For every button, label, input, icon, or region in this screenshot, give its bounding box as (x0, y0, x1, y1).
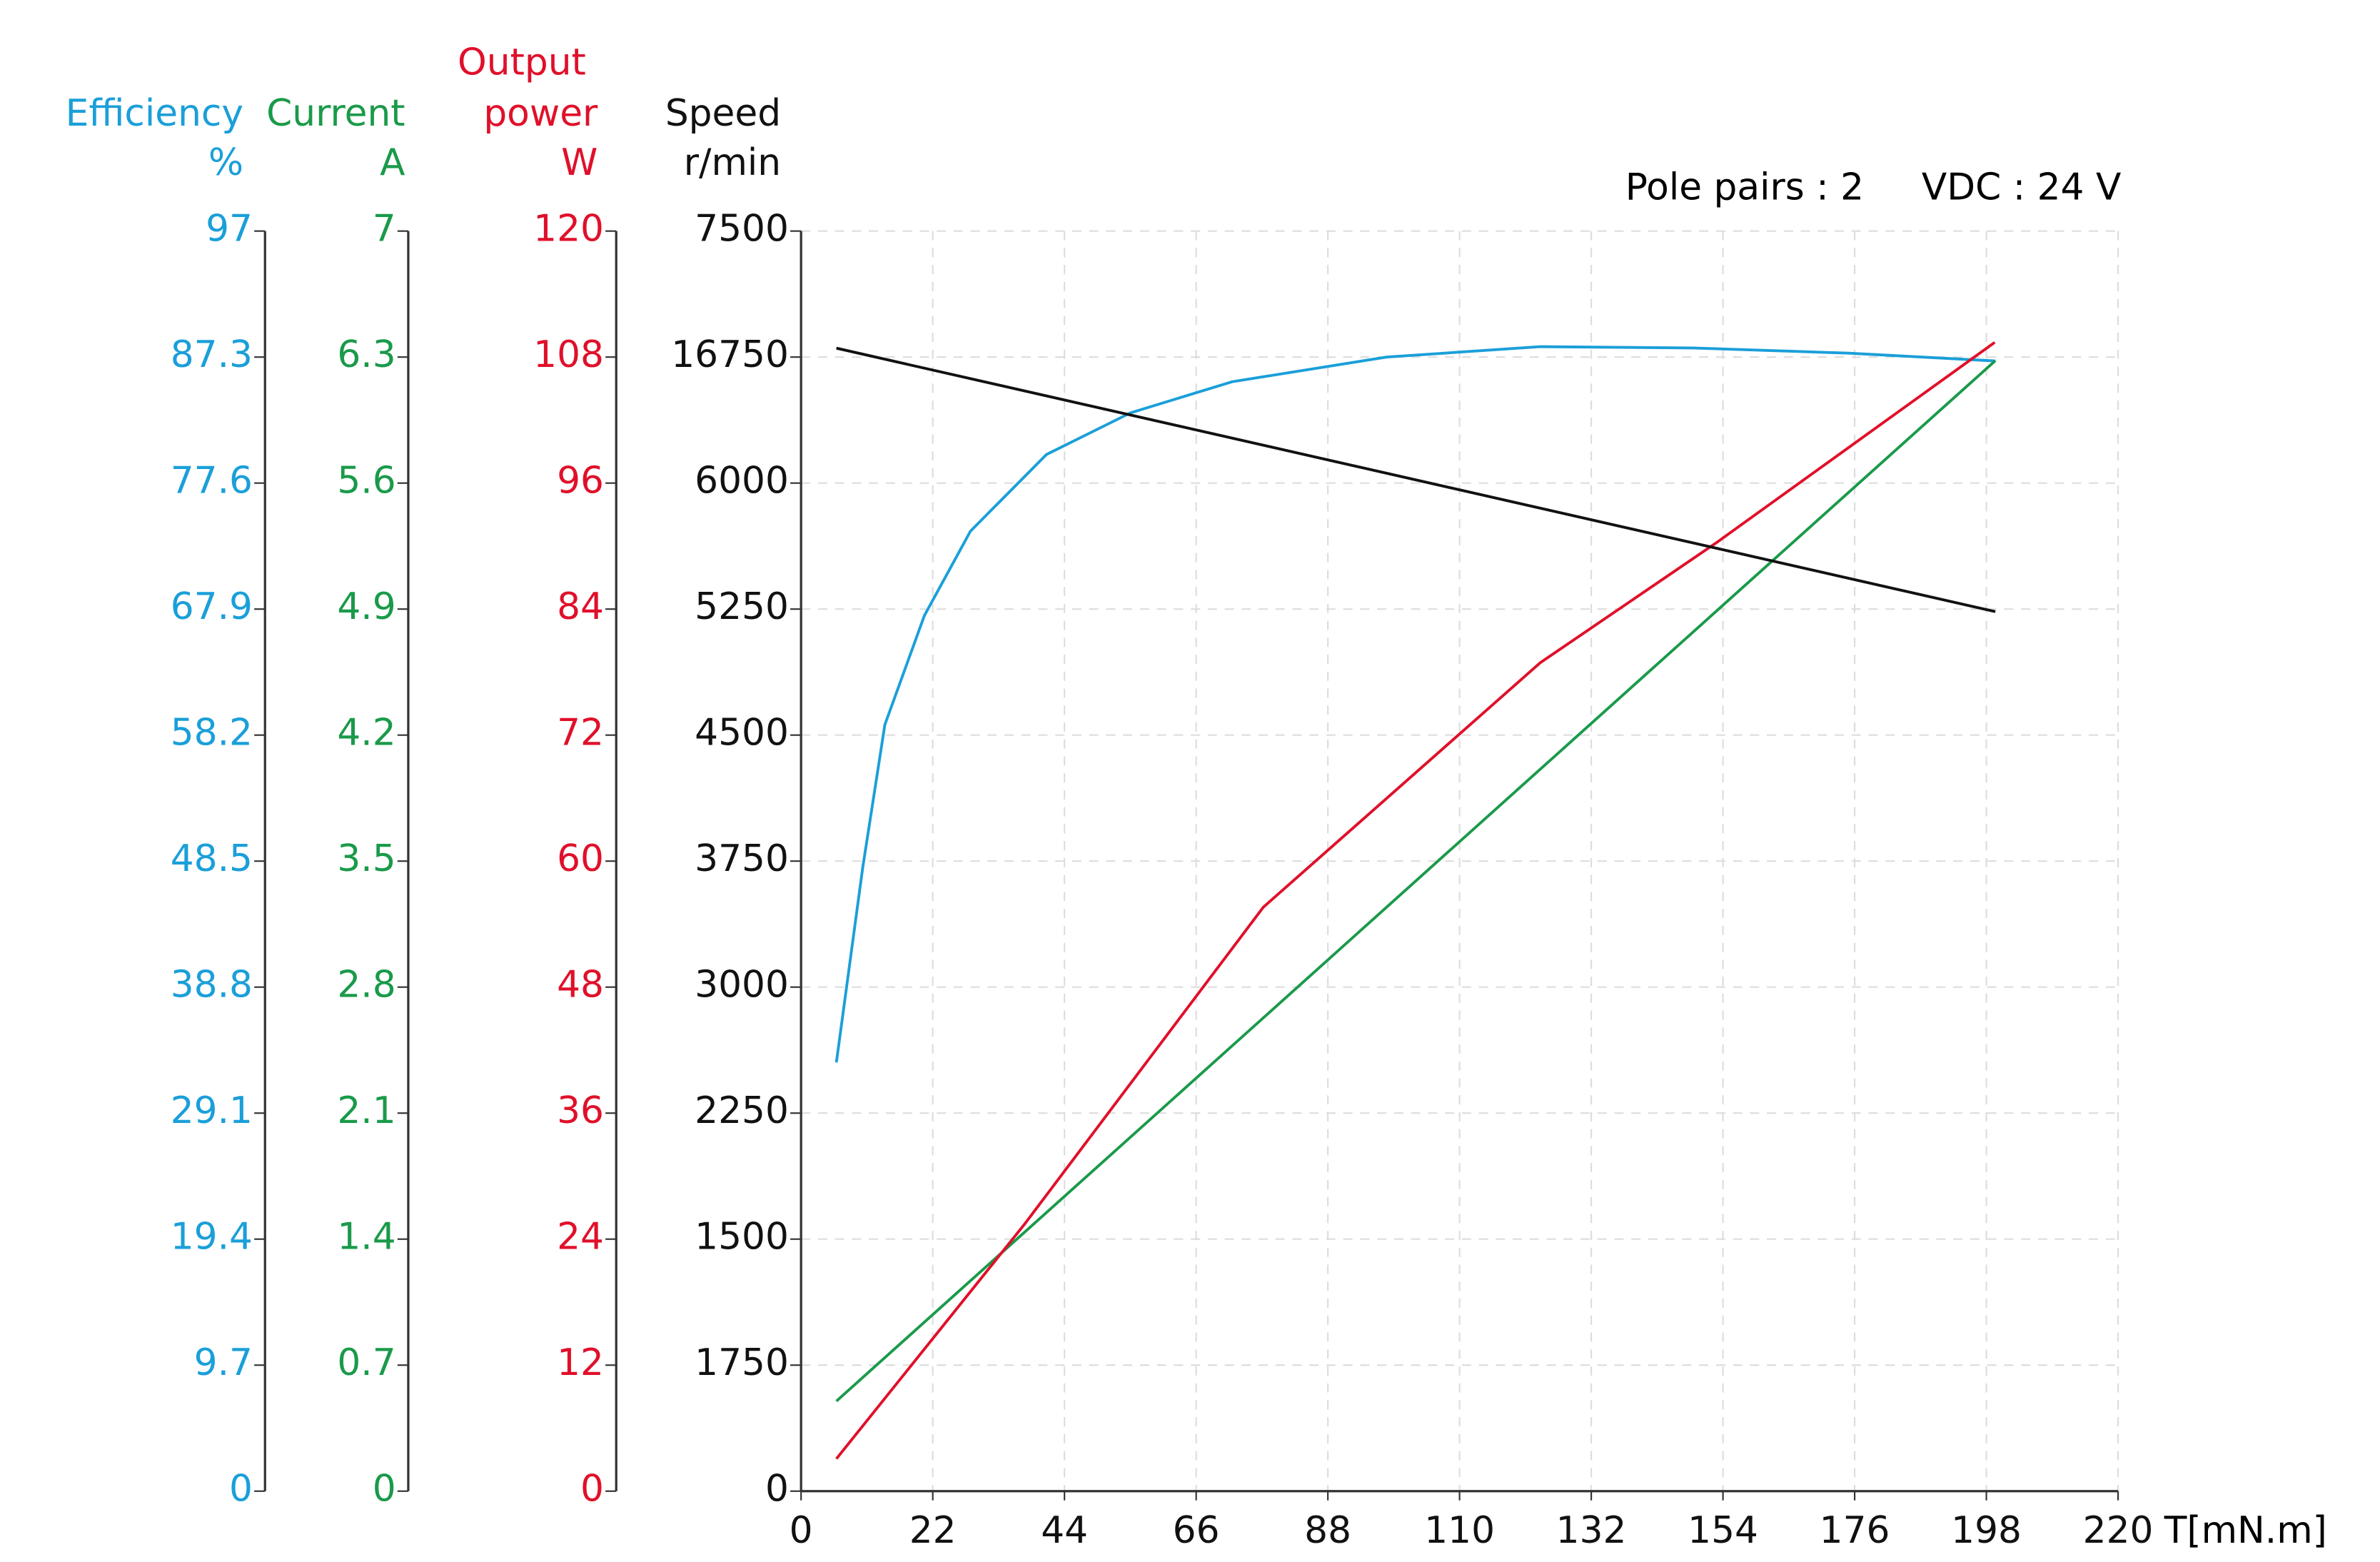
x-tick-label: 22 (909, 1509, 957, 1552)
x-tick-label: 88 (1304, 1509, 1351, 1552)
y-tick-label: 96 (557, 460, 604, 503)
y-tick-label: 2.8 (337, 964, 395, 1007)
y-tick-label: 7 (373, 208, 396, 251)
y-tick-label: 60 (557, 837, 604, 880)
y-tick-label: 67.9 (171, 585, 253, 628)
x-tick-label: 44 (1041, 1509, 1088, 1552)
y-tick-label: 16750 (671, 333, 789, 376)
y-tick-label: 36 (557, 1089, 604, 1132)
y-tick-label: 9.7 (194, 1341, 253, 1384)
y-tick-label: 29.1 (171, 1089, 253, 1132)
y-tick-label: 2250 (695, 1089, 789, 1132)
y-tick-label: 0 (229, 1468, 253, 1511)
y-axis-unit: W (561, 141, 597, 184)
y-axis-title: Current (266, 92, 405, 135)
y-tick-label: 3750 (695, 837, 789, 880)
y-tick-label: 48 (557, 964, 604, 1007)
y-tick-label: 1.4 (337, 1216, 395, 1259)
y-tick-label: 87.3 (171, 333, 253, 376)
y-tick-label: 108 (533, 333, 604, 376)
series-line (835, 359, 1997, 1403)
y-tick-label: 2.1 (337, 1089, 395, 1132)
y-tick-label: 6000 (695, 460, 789, 503)
x-tick-label: 220 (2083, 1509, 2154, 1552)
y-tick-label: 0 (765, 1468, 789, 1511)
y-tick-label: 12 (557, 1341, 604, 1384)
y-tick-label: 6.3 (337, 333, 395, 376)
y-tick-label: 84 (557, 585, 604, 628)
y-tick-label: 4500 (695, 712, 789, 755)
y-tick-label: 5.6 (337, 460, 395, 503)
x-tick-label: 110 (1424, 1509, 1495, 1552)
y-tick-label: 97 (206, 208, 253, 251)
annotation: Pole pairs : 2 (1625, 166, 1864, 208)
y-tick-label: 4.9 (337, 585, 395, 628)
y-tick-label: 0.7 (337, 1341, 395, 1384)
y-tick-label: 3000 (695, 964, 789, 1007)
y-tick-label: 3.5 (337, 837, 395, 880)
x-tick-label: 154 (1688, 1509, 1758, 1552)
x-tick-label: 132 (1556, 1509, 1627, 1552)
y-tick-label: 58.2 (171, 712, 253, 755)
x-tick-label: 176 (1820, 1509, 1890, 1552)
y-tick-label: 5250 (695, 585, 789, 628)
y-tick-label: 38.8 (171, 964, 253, 1007)
y-tick-label: 4.2 (337, 712, 395, 755)
y-tick-label: 7500 (695, 208, 789, 251)
y-axis-unit: A (380, 141, 405, 184)
series-line (834, 345, 1996, 1063)
y-tick-label: 120 (533, 208, 604, 251)
y-axis-title: Efficiency (66, 92, 243, 135)
annotation: VDC : 24 V (1922, 166, 2122, 208)
y-tick-label: 0 (373, 1468, 396, 1511)
y-tick-label: 48.5 (171, 837, 253, 880)
y-axis-title: Speed (665, 92, 781, 135)
y-axis-title: Output power (458, 41, 598, 135)
series-line (836, 346, 1996, 613)
series-line (835, 341, 1996, 1460)
x-tick-label: 198 (1951, 1509, 2022, 1552)
y-tick-label: 1500 (695, 1216, 789, 1259)
y-axis-unit: r/min (684, 141, 781, 184)
y-tick-label: 72 (557, 712, 604, 755)
x-tick-label: 66 (1173, 1509, 1220, 1552)
y-tick-label: 19.4 (171, 1216, 253, 1259)
x-tick-label: 0 (790, 1509, 813, 1552)
y-tick-label: 77.6 (171, 460, 253, 503)
y-tick-label: 1750 (695, 1341, 789, 1384)
x-axis-label: T[mN.m] (2164, 1509, 2327, 1552)
y-axis-unit: % (208, 141, 243, 184)
y-tick-label: 24 (557, 1216, 604, 1259)
y-tick-label: 0 (580, 1468, 604, 1511)
